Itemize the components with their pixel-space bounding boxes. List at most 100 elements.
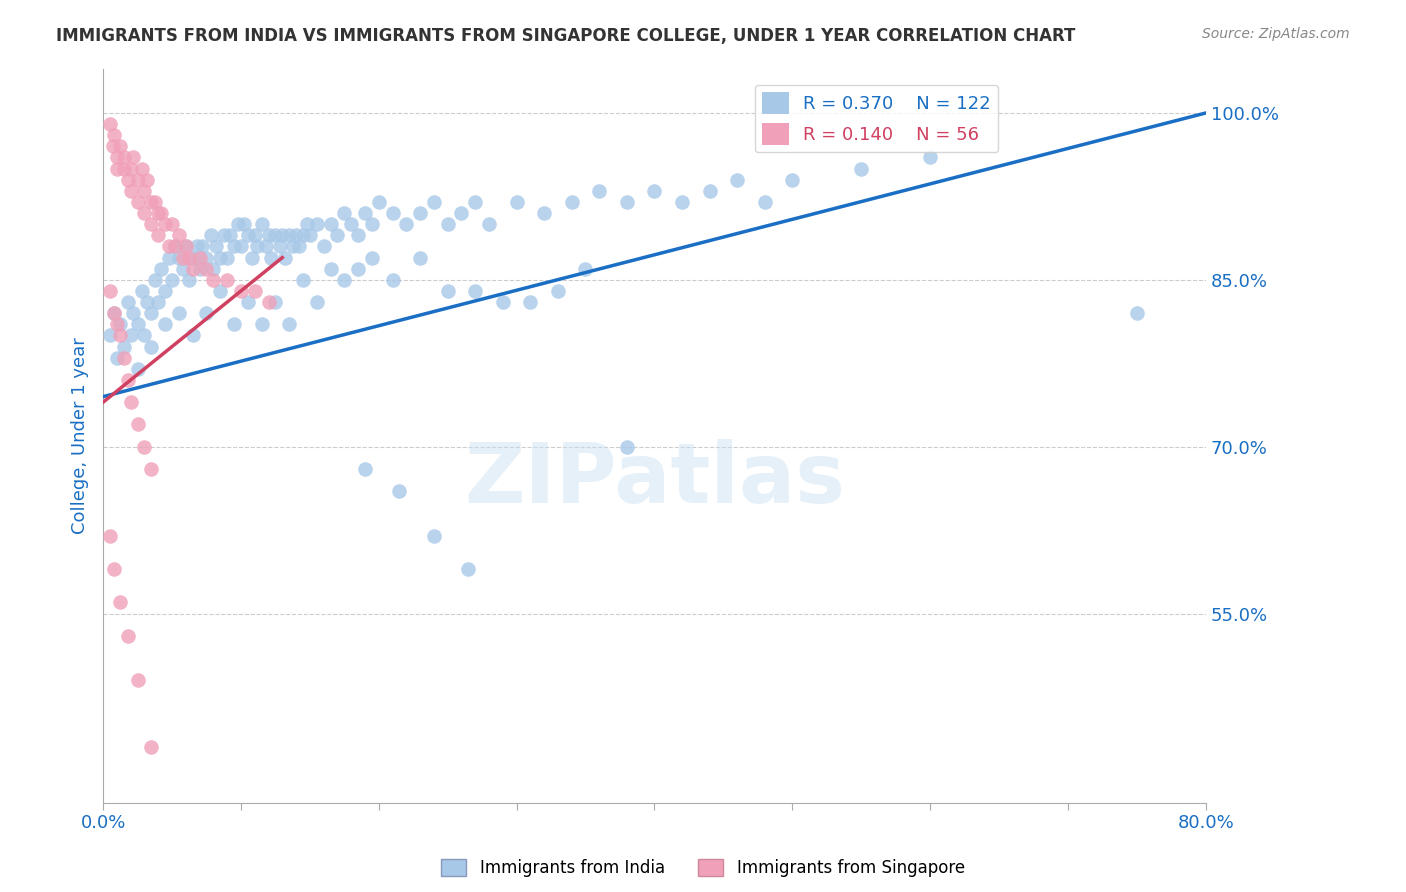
Point — [347, 228, 370, 243]
Point — [222, 318, 245, 332]
Point — [347, 261, 370, 276]
Point — [229, 284, 252, 298]
Point — [117, 629, 139, 643]
Point — [264, 295, 287, 310]
Point — [188, 261, 211, 276]
Point — [136, 173, 159, 187]
Point — [423, 194, 446, 209]
Point — [131, 284, 153, 298]
Legend: Immigrants from India, Immigrants from Singapore: Immigrants from India, Immigrants from S… — [434, 852, 972, 884]
Point — [217, 273, 239, 287]
Y-axis label: College, Under 1 year: College, Under 1 year — [72, 337, 89, 534]
Point — [160, 217, 183, 231]
Point — [340, 217, 363, 231]
Point — [246, 239, 269, 253]
Point — [305, 217, 328, 231]
Point — [616, 440, 638, 454]
Point — [120, 184, 142, 198]
Point — [122, 151, 145, 165]
Point — [229, 239, 252, 253]
Point — [202, 261, 225, 276]
Point — [105, 161, 128, 176]
Legend: R = 0.370    N = 122, R = 0.140    N = 56: R = 0.370 N = 122, R = 0.140 N = 56 — [755, 85, 998, 153]
Point — [172, 251, 194, 265]
Point — [205, 239, 228, 253]
Point — [305, 295, 328, 310]
Point — [260, 251, 283, 265]
Point — [112, 161, 135, 176]
Point — [108, 595, 131, 609]
Point — [278, 228, 301, 243]
Point — [326, 228, 349, 243]
Point — [120, 161, 142, 176]
Text: ZIPatlas: ZIPatlas — [464, 439, 845, 520]
Point — [360, 217, 382, 231]
Point — [186, 239, 208, 253]
Point — [167, 228, 190, 243]
Point — [285, 228, 308, 243]
Point — [98, 328, 121, 343]
Point — [108, 328, 131, 343]
Point — [202, 273, 225, 287]
Point — [127, 318, 149, 332]
Point — [333, 206, 356, 220]
Point — [214, 228, 236, 243]
Point — [849, 161, 872, 176]
Point — [120, 328, 142, 343]
Point — [127, 173, 149, 187]
Point — [547, 284, 569, 298]
Point — [163, 239, 186, 253]
Point — [153, 284, 176, 298]
Point — [780, 173, 803, 187]
Point — [105, 151, 128, 165]
Point — [423, 529, 446, 543]
Point — [269, 239, 291, 253]
Point — [167, 306, 190, 320]
Point — [122, 306, 145, 320]
Point — [699, 184, 721, 198]
Point — [174, 239, 197, 253]
Point — [103, 128, 125, 143]
Point — [409, 251, 432, 265]
Point — [354, 462, 377, 476]
Point — [141, 739, 163, 754]
Point — [236, 295, 259, 310]
Point — [457, 562, 479, 576]
Point — [145, 194, 167, 209]
Point — [561, 194, 583, 209]
Point — [240, 251, 263, 265]
Point — [177, 273, 200, 287]
Point — [243, 284, 266, 298]
Point — [150, 261, 173, 276]
Point — [409, 206, 432, 220]
Point — [478, 217, 501, 231]
Point — [117, 373, 139, 387]
Point — [127, 417, 149, 432]
Point — [288, 239, 311, 253]
Point — [319, 217, 342, 231]
Point — [381, 273, 404, 287]
Point — [98, 117, 121, 131]
Point — [395, 217, 418, 231]
Point — [134, 328, 156, 343]
Point — [98, 529, 121, 543]
Point — [333, 273, 356, 287]
Point — [134, 184, 156, 198]
Point — [101, 139, 124, 153]
Point — [148, 206, 170, 220]
Point — [274, 251, 297, 265]
Point — [141, 217, 163, 231]
Point — [209, 251, 232, 265]
Point — [195, 306, 218, 320]
Text: Source: ZipAtlas.com: Source: ZipAtlas.com — [1202, 27, 1350, 41]
Point — [108, 318, 131, 332]
Point — [367, 194, 389, 209]
Point — [264, 228, 287, 243]
Point — [222, 239, 245, 253]
Point — [160, 273, 183, 287]
Point — [172, 261, 194, 276]
Point — [257, 228, 280, 243]
Point — [217, 251, 239, 265]
Point — [283, 239, 305, 253]
Point — [120, 395, 142, 409]
